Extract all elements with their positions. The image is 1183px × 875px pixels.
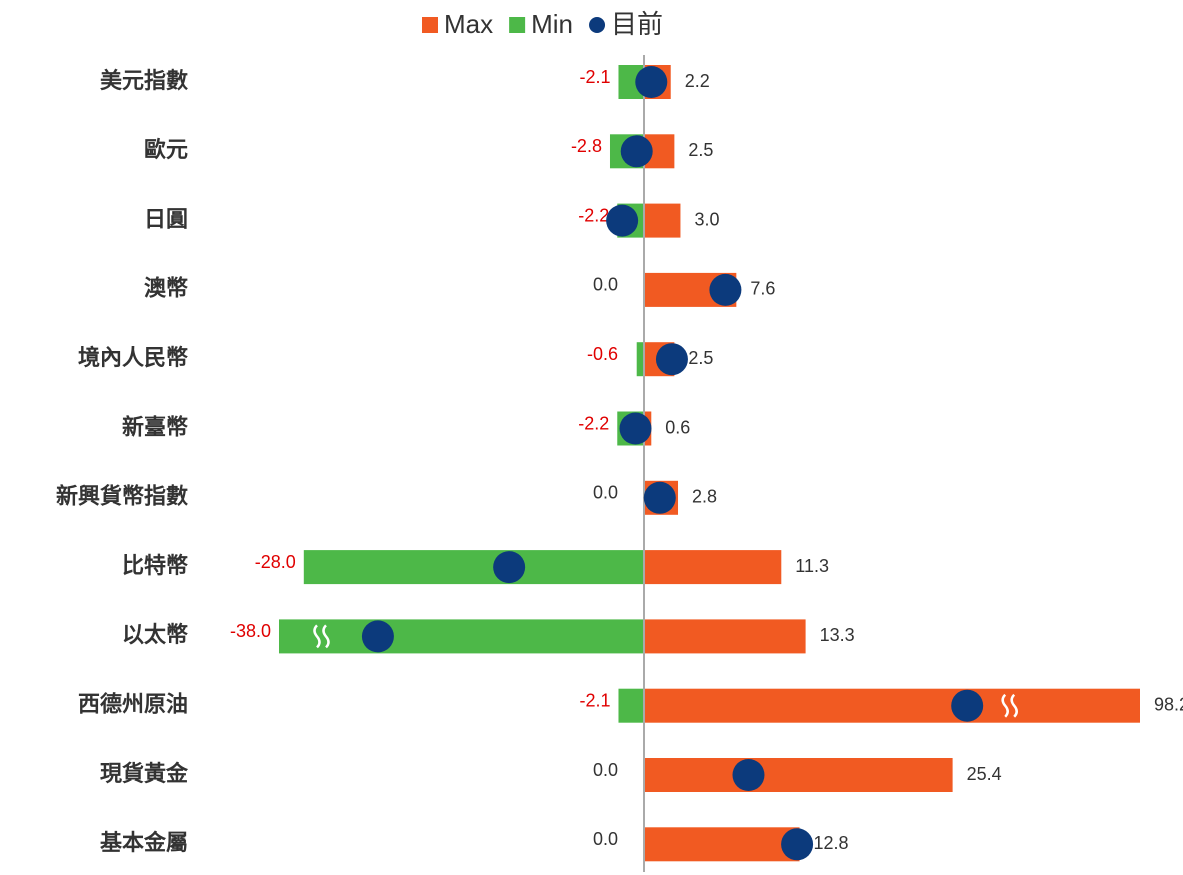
max-label: 2.5 bbox=[688, 348, 713, 368]
category-label: 基本金屬 bbox=[100, 830, 188, 855]
min-bar bbox=[303, 550, 644, 585]
current-dot bbox=[781, 828, 814, 861]
min-bar bbox=[279, 619, 644, 654]
current-dot bbox=[709, 273, 742, 306]
category-label: 現貨黃金 bbox=[100, 761, 189, 786]
legend-swatch bbox=[509, 17, 526, 33]
max-label: 11.3 bbox=[795, 556, 829, 576]
min-label: -2.8 bbox=[571, 136, 602, 156]
max-bar bbox=[644, 550, 782, 585]
max-bar bbox=[644, 619, 806, 654]
category-label: 西德州原油 bbox=[78, 692, 188, 717]
current-dot bbox=[620, 135, 653, 168]
current-dot bbox=[732, 759, 765, 791]
current-dot bbox=[361, 620, 394, 653]
min-label: -2.2 bbox=[578, 205, 609, 225]
current-dot bbox=[619, 412, 652, 445]
legend-swatch bbox=[589, 17, 606, 33]
max-bar bbox=[644, 688, 1140, 723]
max-bar bbox=[644, 827, 800, 862]
legend-label: 目前 bbox=[611, 9, 663, 39]
min-bar bbox=[636, 342, 644, 377]
max-bar bbox=[644, 203, 681, 238]
current-dot bbox=[606, 204, 639, 237]
category-label: 比特幣 bbox=[122, 553, 188, 578]
current-dot bbox=[655, 343, 688, 376]
max-label: 2.2 bbox=[685, 71, 710, 91]
min-label: 0.0 bbox=[593, 760, 618, 780]
axis-break bbox=[1010, 693, 1018, 718]
max-label: 98.2 bbox=[1154, 694, 1183, 714]
legend-label: Max bbox=[444, 9, 493, 39]
axis-break bbox=[313, 624, 321, 649]
max-label: 3.0 bbox=[694, 209, 719, 229]
min-label: 0.0 bbox=[593, 275, 618, 295]
current-dot bbox=[951, 689, 984, 722]
min-label: 0.0 bbox=[593, 829, 618, 849]
category-label: 日圓 bbox=[144, 206, 188, 231]
current-dot bbox=[643, 481, 676, 514]
max-bar bbox=[644, 758, 953, 792]
max-label: 2.5 bbox=[688, 140, 713, 160]
legend-swatch bbox=[422, 17, 438, 33]
category-label: 新興貨幣指數 bbox=[56, 484, 188, 509]
min-label: -2.1 bbox=[579, 690, 610, 710]
category-label: 歐元 bbox=[144, 137, 188, 162]
min-label: -38.0 bbox=[230, 621, 271, 641]
min-label: -2.2 bbox=[578, 413, 609, 433]
max-label: 7.6 bbox=[750, 279, 775, 299]
min-label: 0.0 bbox=[593, 483, 618, 503]
current-dot bbox=[493, 551, 526, 584]
min-label: -28.0 bbox=[255, 552, 296, 572]
category-label: 新臺幣 bbox=[122, 414, 188, 439]
category-label: 以太幣 bbox=[122, 622, 188, 647]
max-label: 13.3 bbox=[820, 625, 855, 645]
category-label: 境內人民幣 bbox=[78, 345, 188, 370]
legend-label: Min bbox=[531, 9, 573, 39]
axis-break bbox=[322, 624, 330, 649]
category-label: 美元指數 bbox=[100, 68, 188, 93]
max-label: 0.6 bbox=[665, 417, 690, 437]
current-dot bbox=[635, 66, 668, 98]
axis-break bbox=[1001, 693, 1009, 718]
min-bar bbox=[618, 688, 644, 723]
min-label: -0.6 bbox=[587, 344, 618, 364]
min-label: -2.1 bbox=[579, 67, 610, 87]
max-label: 12.8 bbox=[814, 833, 849, 853]
category-label: 澳幣 bbox=[144, 276, 188, 301]
max-label: 2.8 bbox=[692, 487, 717, 507]
max-label: 25.4 bbox=[967, 764, 1002, 784]
